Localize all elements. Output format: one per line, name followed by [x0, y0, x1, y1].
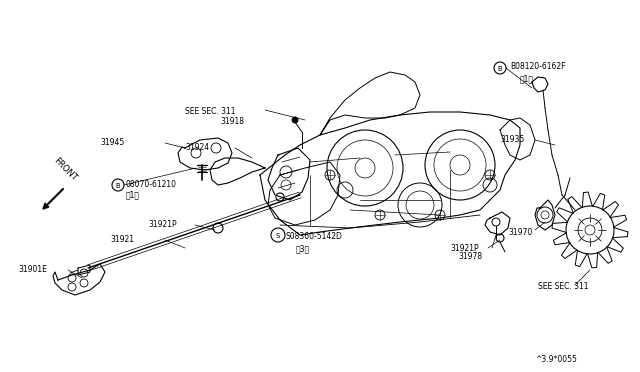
- Text: 31970: 31970: [508, 228, 532, 237]
- Text: SEE SEC. 311: SEE SEC. 311: [538, 282, 589, 291]
- Text: 31918: 31918: [220, 117, 244, 126]
- Text: 31901E: 31901E: [18, 265, 47, 274]
- Text: （3）: （3）: [296, 244, 310, 253]
- Text: S: S: [275, 232, 280, 238]
- Text: 31921P: 31921P: [450, 244, 479, 253]
- Circle shape: [494, 62, 506, 74]
- Text: 31921P: 31921P: [148, 220, 177, 229]
- Text: SEE SEC. 311: SEE SEC. 311: [185, 107, 236, 116]
- Text: （1）: （1）: [126, 190, 140, 199]
- Text: 31921: 31921: [110, 235, 134, 244]
- Text: B: B: [497, 66, 502, 72]
- Circle shape: [292, 117, 298, 123]
- Text: B08120-6162F: B08120-6162F: [510, 62, 566, 71]
- Text: B: B: [115, 183, 120, 189]
- Circle shape: [112, 179, 124, 191]
- Text: ^3.9*0055: ^3.9*0055: [535, 355, 577, 364]
- Text: S08360-5142D: S08360-5142D: [286, 232, 343, 241]
- Text: 08070-61210: 08070-61210: [126, 180, 177, 189]
- Text: FRONT: FRONT: [52, 156, 79, 183]
- Text: 31924: 31924: [185, 143, 209, 152]
- Text: 31935: 31935: [500, 135, 524, 144]
- Text: （1）: （1）: [520, 74, 534, 83]
- Circle shape: [271, 228, 285, 242]
- Text: 31978: 31978: [458, 252, 482, 261]
- Text: 31945: 31945: [100, 138, 124, 147]
